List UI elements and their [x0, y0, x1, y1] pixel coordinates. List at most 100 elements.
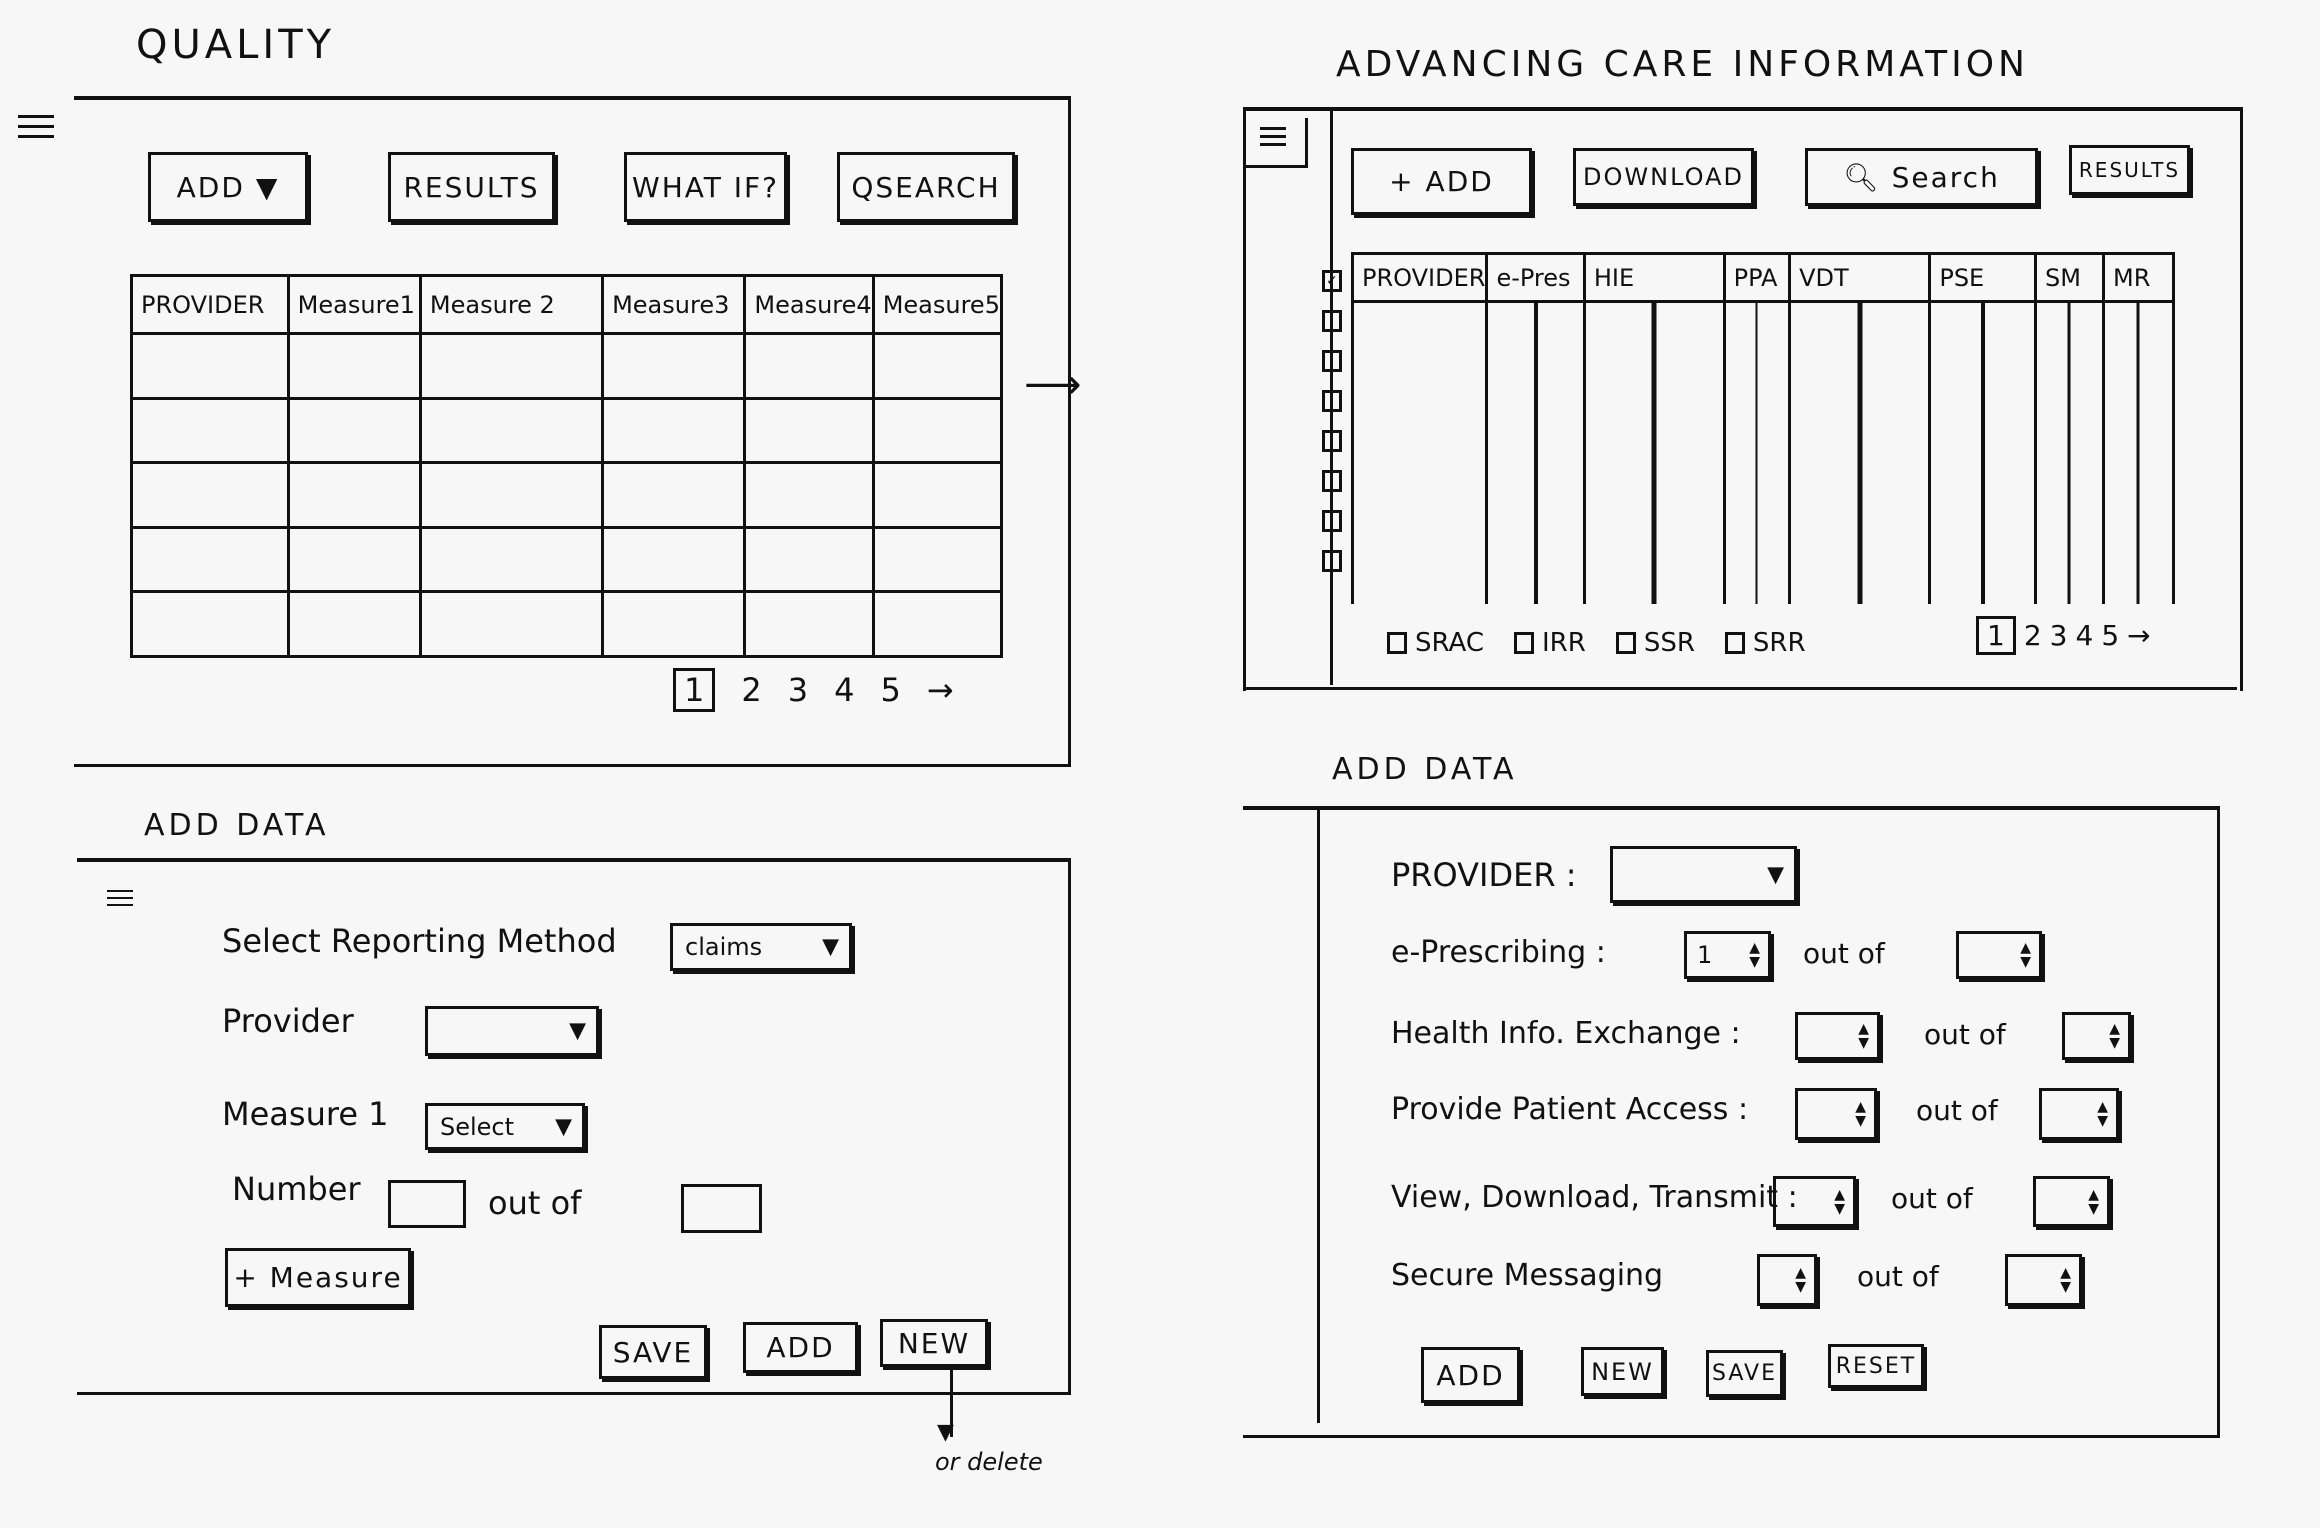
- table-header-row: PROVIDER e-Pres HIE PPA VDT PSE SM MR: [1350, 252, 2176, 303]
- row-checkbox[interactable]: [1322, 550, 1342, 572]
- aci-provider-select[interactable]: ▼: [1610, 846, 1797, 903]
- save-button[interactable]: SAVE: [599, 1325, 707, 1379]
- aci-new-button[interactable]: NEW: [1581, 1347, 1664, 1396]
- page-link[interactable]: 4: [2075, 619, 2094, 652]
- download-button[interactable]: DOWNLOAD: [1573, 148, 1754, 206]
- filter-option[interactable]: SRAC: [1387, 628, 1484, 658]
- up-down-arrows-icon[interactable]: ▲ ▼: [1858, 1021, 1869, 1051]
- select-all-checkbox[interactable]: ✓: [1322, 270, 1342, 292]
- total-stepper[interactable]: ▲ ▼: [2033, 1176, 2110, 1227]
- table-cell: [130, 590, 290, 658]
- value-stepper[interactable]: ▲ ▼: [1795, 1012, 1880, 1060]
- column-header[interactable]: SM: [2033, 252, 2105, 303]
- up-down-arrows-icon[interactable]: ▲ ▼: [1855, 1099, 1866, 1129]
- up-down-arrows-icon[interactable]: ▲ ▼: [1834, 1186, 1845, 1217]
- page-link[interactable]: 3: [2049, 619, 2068, 652]
- hamburger-icon[interactable]: [107, 885, 133, 911]
- aci-add-button-bottom[interactable]: ADD: [1421, 1347, 1520, 1403]
- measure-select[interactable]: Select ▼: [425, 1103, 585, 1150]
- results-button[interactable]: RESULTS: [388, 152, 555, 222]
- row-checkbox[interactable]: [1322, 310, 1342, 332]
- column-header[interactable]: PSE: [1928, 252, 2037, 303]
- column-header[interactable]: Measure 2: [418, 274, 605, 335]
- reporting-method-select[interactable]: claims ▼: [670, 923, 852, 971]
- what-if-button[interactable]: WHAT IF?: [624, 152, 787, 222]
- aci-results-button[interactable]: RESULTS: [2069, 145, 2190, 195]
- page-current[interactable]: 1: [673, 668, 716, 712]
- filter-option[interactable]: SRR: [1724, 628, 1806, 658]
- sidebar-divider: [1317, 808, 1320, 1423]
- table-row[interactable]: [130, 396, 1004, 465]
- total-stepper[interactable]: ▲ ▼: [2062, 1012, 2131, 1060]
- aci-add-button[interactable]: + ADD: [1351, 148, 1532, 215]
- row-checkbox[interactable]: [1322, 430, 1342, 452]
- value-stepper[interactable]: 1 ▲ ▼: [1684, 931, 1771, 979]
- up-down-arrows-icon[interactable]: ▲ ▼: [2020, 940, 2031, 970]
- up-down-arrows-icon[interactable]: ▲ ▼: [2088, 1186, 2099, 1217]
- value-stepper[interactable]: ▲ ▼: [1757, 1254, 1817, 1306]
- number-input[interactable]: [388, 1180, 466, 1228]
- filter-checkbox[interactable]: [1724, 632, 1745, 654]
- table-row[interactable]: [130, 332, 1004, 400]
- hamburger-icon[interactable]: [18, 108, 54, 145]
- filter-label: SSR: [1643, 628, 1695, 658]
- page-current[interactable]: 1: [1976, 616, 2016, 655]
- total-input[interactable]: [681, 1184, 762, 1233]
- page-link[interactable]: 3: [787, 671, 809, 709]
- column-header[interactable]: e-Pres: [1485, 252, 1586, 303]
- row-checkbox[interactable]: [1322, 350, 1342, 372]
- column-header[interactable]: Measure4: [743, 274, 875, 335]
- row-checkbox[interactable]: [1322, 470, 1342, 492]
- new-button[interactable]: NEW: [880, 1319, 988, 1367]
- row-checkbox[interactable]: [1322, 510, 1342, 532]
- table-cell: [871, 332, 1004, 400]
- table-row[interactable]: [130, 590, 1004, 658]
- filter-checkbox[interactable]: [1387, 632, 1407, 654]
- page-link[interactable]: 2: [2023, 619, 2042, 652]
- table-row[interactable]: [1350, 301, 2176, 604]
- next-page-arrow-icon[interactable]: →: [2127, 619, 2151, 652]
- column-header[interactable]: MR: [2101, 252, 2176, 303]
- value-stepper[interactable]: ▲ ▼: [1795, 1088, 1877, 1140]
- add-dropdown-button[interactable]: ADD ▼: [148, 152, 308, 222]
- aci-search-button[interactable]: 🔍︎ Search: [1805, 148, 2038, 206]
- column-header[interactable]: Measure1: [286, 274, 422, 335]
- column-header[interactable]: PPA: [1722, 252, 1792, 303]
- page-link[interactable]: 5: [2101, 619, 2120, 652]
- page-link[interactable]: 4: [834, 671, 855, 709]
- up-down-arrows-icon[interactable]: ▲ ▼: [1749, 940, 1760, 970]
- up-down-arrows-icon[interactable]: ▲ ▼: [2097, 1099, 2108, 1129]
- page-link[interactable]: 2: [741, 671, 762, 709]
- total-stepper[interactable]: ▲ ▼: [2005, 1254, 2082, 1306]
- table-cell: [871, 590, 1004, 658]
- next-page-arrow-icon[interactable]: →: [926, 671, 954, 709]
- filter-option[interactable]: SSR: [1615, 628, 1695, 658]
- up-down-arrows-icon[interactable]: ▲ ▼: [2060, 1265, 2071, 1295]
- filter-checkbox[interactable]: [1615, 632, 1636, 654]
- filter-option[interactable]: IRR: [1514, 628, 1586, 658]
- total-stepper[interactable]: ▲ ▼: [2039, 1088, 2119, 1140]
- aci-reset-button[interactable]: RESET: [1828, 1344, 1924, 1388]
- table-row[interactable]: [130, 525, 1004, 594]
- column-header[interactable]: Measure3: [601, 274, 747, 335]
- up-down-arrows-icon[interactable]: ▲ ▼: [2109, 1021, 2120, 1051]
- menu-box[interactable]: [1246, 118, 1308, 168]
- column-header[interactable]: HIE: [1582, 252, 1726, 303]
- filter-checkbox[interactable]: [1514, 632, 1534, 654]
- column-header[interactable]: PROVIDER: [130, 274, 290, 335]
- page-link[interactable]: 5: [880, 671, 901, 709]
- provider-select[interactable]: ▼: [425, 1006, 599, 1056]
- column-header[interactable]: Measure5: [871, 274, 1004, 335]
- value-stepper[interactable]: ▲ ▼: [1773, 1176, 1856, 1227]
- column-header[interactable]: PROVIDER: [1350, 252, 1489, 303]
- aci-save-button[interactable]: SAVE: [1706, 1350, 1783, 1397]
- total-stepper[interactable]: ▲ ▼: [1956, 931, 2042, 979]
- row-checkbox[interactable]: [1322, 390, 1342, 412]
- search-button[interactable]: Q SEARCH: [837, 152, 1015, 222]
- add-measure-button[interactable]: + Measure: [225, 1248, 411, 1307]
- column-header[interactable]: VDT: [1788, 252, 1932, 303]
- table-row[interactable]: [130, 461, 1004, 529]
- add-button[interactable]: ADD: [743, 1322, 858, 1373]
- up-down-arrows-icon[interactable]: ▲ ▼: [1795, 1265, 1806, 1295]
- hamburger-icon[interactable]: [1260, 122, 1286, 151]
